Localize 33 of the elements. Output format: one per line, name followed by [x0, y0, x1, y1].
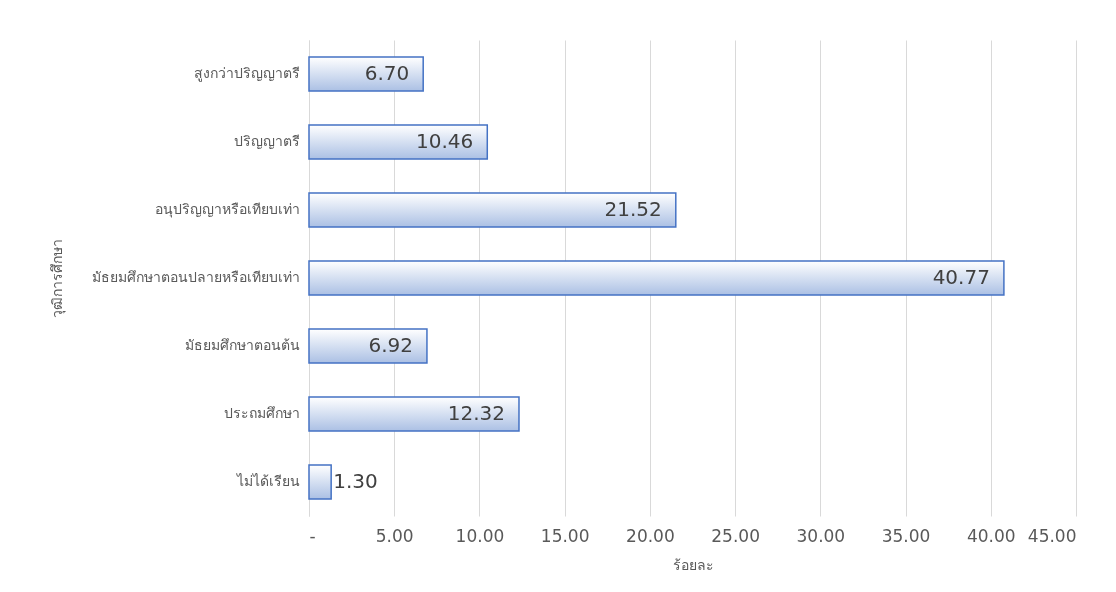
x-tick-label: 30.00 — [796, 525, 846, 546]
y-tick-label: อนุปริญญาหรือเทียบเท่า — [154, 201, 300, 218]
x-tick-label: 35.00 — [881, 525, 931, 546]
x-tick-label: 25.00 — [711, 525, 760, 546]
y-tick-label: ประถมศึกษา — [223, 405, 300, 421]
x-tick-label: 45.00 — [1027, 525, 1077, 546]
bar — [308, 464, 332, 500]
bar — [308, 124, 489, 160]
y-tick-label: มัธยมศึกษาตอนต้น — [184, 337, 300, 353]
data-label: 21.52 — [604, 197, 662, 221]
bar — [308, 192, 677, 228]
y-tick-label: มัธยมศึกษาตอนปลายหรือเทียบเท่า — [91, 269, 300, 285]
x-axis-title: ร้อยละ — [672, 556, 714, 573]
bar — [308, 328, 428, 364]
y-tick-label: ปริญญาตรี — [233, 133, 300, 149]
data-label: 10.46 — [416, 129, 474, 153]
bar — [308, 260, 1005, 296]
bar — [308, 396, 520, 432]
data-label: 6.92 — [368, 333, 413, 357]
data-label: 40.77 — [932, 265, 990, 289]
x-tick-label: 10.00 — [455, 525, 505, 546]
data-label: 12.32 — [447, 401, 505, 425]
y-axis-title: วุฒิการศึกษา — [48, 239, 66, 318]
y-tick-label: สูงกว่าปริญญาตรี — [193, 65, 300, 82]
data-label: 6.70 — [364, 61, 410, 85]
x-tick-label: 20.00 — [626, 525, 675, 546]
x-tick-label: 40.00 — [966, 525, 1016, 546]
bar — [308, 56, 424, 92]
x-tick-label: 15.00 — [540, 525, 590, 546]
x-tick-label: 5.00 — [375, 525, 414, 546]
data-label: 1.30 — [333, 469, 378, 493]
x-tick-label: - — [309, 525, 316, 546]
y-tick-label: ไม่ได้เรียน — [235, 473, 300, 489]
